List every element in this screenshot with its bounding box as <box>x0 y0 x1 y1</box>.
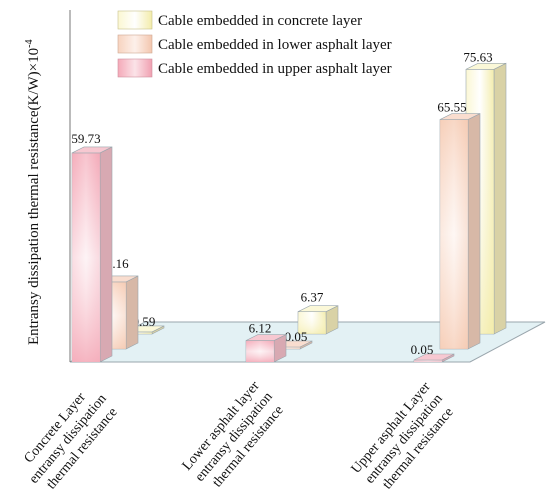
bar-upper-2: 6.12 <box>245 321 287 363</box>
bar-top-concrete-3 <box>465 62 507 70</box>
category-labels: Concrete Layer entransy dissipation ther… <box>14 376 462 495</box>
bar-top-concrete-2 <box>297 305 339 313</box>
bar-concrete-2: 6.37 <box>297 290 339 335</box>
bar-shade-upper-2 <box>246 340 274 362</box>
bar-side-concrete-3 <box>493 62 507 335</box>
data-label-upper-2: 6.12 <box>249 321 272 336</box>
legend-item-lower: Cable embedded in lower asphalt layer <box>117 34 392 54</box>
bar-upper-3: 0.05 <box>411 342 455 363</box>
data-label-lower-3: 65.55 <box>437 100 466 115</box>
legend-label-upper: Cable embedded in upper asphalt layer <box>158 61 392 77</box>
bar-side-upper-1 <box>99 146 113 363</box>
bar-shade-concrete-2 <box>298 311 326 334</box>
bar-top-upper-3 <box>413 353 455 361</box>
bar-lower-3: 65.55 <box>437 100 481 350</box>
y-axis-label: Entransy dissipation thermal resistance(… <box>24 40 42 345</box>
bar-shade-upper-3 <box>414 360 442 362</box>
bar-top-upper-2 <box>245 334 287 341</box>
legend-swatch-upper <box>117 58 153 78</box>
category-label-upper: Upper asphalt Layer entransy dissipation… <box>349 377 462 495</box>
bar-shade-upper-1 <box>72 152 100 362</box>
bar-shade-lower-3 <box>440 119 468 349</box>
bar-top-lower-3 <box>439 113 481 120</box>
bar-side-lower-1 <box>125 275 139 350</box>
bar-top-upper-1 <box>71 146 113 154</box>
legend-label-lower: Cable embedded in lower asphalt layer <box>158 37 392 53</box>
data-label-concrete-1: 0.59 <box>133 314 156 329</box>
bar-upper-1: 59.73 <box>71 131 113 363</box>
legend-swatch-concrete <box>117 10 153 30</box>
legend-item-upper: Cable embedded in upper asphalt layer <box>117 58 392 78</box>
data-label-concrete-2: 6.37 <box>301 290 324 305</box>
data-label-upper-3: 0.05 <box>411 342 434 357</box>
category-label-concrete: Concrete Layer entransy dissipation ther… <box>14 378 126 495</box>
legend-swatch-lower <box>117 34 153 54</box>
data-label-concrete-3: 75.63 <box>463 49 492 64</box>
category-label-lower: Lower asphalt layer entransy dissipation… <box>180 376 292 495</box>
legend: Cable embedded in concrete layer Cable e… <box>117 10 392 78</box>
legend-label-concrete: Cable embedded in concrete layer <box>158 13 362 29</box>
legend-item-concrete: Cable embedded in concrete layer <box>117 10 362 30</box>
data-label-upper-1: 59.73 <box>71 131 100 146</box>
data-label-lower-2: 0.05 <box>285 329 308 344</box>
bar-side-lower-3 <box>467 113 481 350</box>
